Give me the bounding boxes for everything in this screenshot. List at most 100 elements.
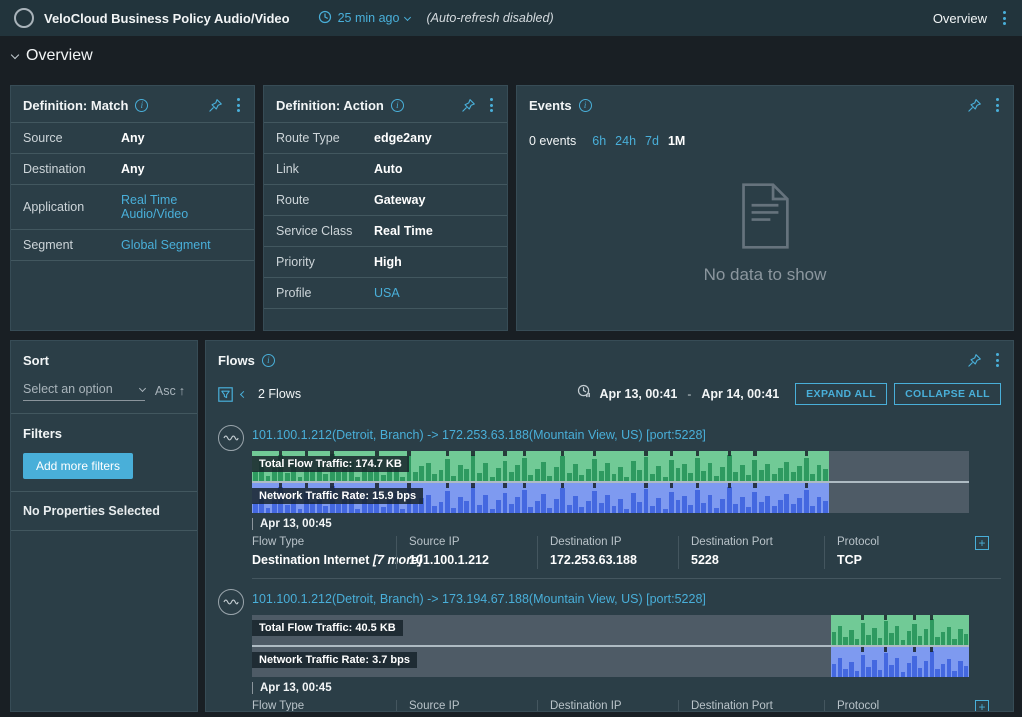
column-header: Flow Type (252, 700, 305, 712)
profile-link[interactable]: USA (374, 286, 400, 300)
info-icon[interactable]: i (261, 353, 275, 367)
flows-panel: Flows i 2 Flows Apr 13, 00:41 - Apr 14, … (205, 340, 1014, 712)
pin-icon[interactable] (967, 353, 982, 368)
flow-traffic-chart[interactable]: Total Flow Traffic: 40.5 KB Network Traf… (252, 615, 969, 677)
destination-ip-value: 172.253.63.188 (550, 553, 637, 567)
row-value: Any (121, 162, 145, 176)
range-1m[interactable]: 1M (667, 134, 686, 148)
collapse-all-button[interactable]: COLLAPSE ALL (894, 383, 1001, 405)
table-row: Destination Any (11, 153, 254, 184)
sort-select[interactable]: Select an option (23, 382, 146, 401)
sort-select-placeholder: Select an option (23, 382, 113, 396)
total-flow-traffic-band: Total Flow Traffic: 40.5 KB (252, 615, 969, 645)
column-header: Source IP (409, 536, 460, 548)
network-traffic-rate-band: Network Traffic Rate: 15.9 bps (252, 483, 969, 513)
range-6h[interactable]: 6h (592, 134, 607, 148)
add-column-icon[interactable]: + (975, 700, 989, 711)
network-traffic-rate-band: Network Traffic Rate: 3.7 bps (252, 647, 969, 677)
overview-section-header[interactable]: Overview (10, 47, 93, 65)
row-label: Source (23, 131, 63, 145)
kebab-menu-icon[interactable] (994, 96, 1001, 114)
rate-label: Network Traffic Rate: 3.7 bps (252, 652, 417, 668)
time-range-selector: 6h 24h 7d 1M (592, 134, 685, 148)
column-header: Flow Type (252, 536, 305, 548)
events-count: 0 events (529, 134, 577, 148)
flow-start-timestamp: Apr 13, 00:45 (252, 518, 1001, 530)
info-icon[interactable]: i (135, 98, 149, 112)
row-label: Application (23, 200, 85, 214)
definition-match-card: Definition: Match i Source Any Destinati… (10, 85, 255, 331)
kebab-menu-icon[interactable] (994, 351, 1001, 369)
row-label: Priority (276, 255, 315, 269)
row-label: Service Class (276, 224, 353, 238)
column-header: Destination IP (550, 536, 622, 548)
date-from[interactable]: Apr 13, 00:41 (599, 387, 678, 401)
row-label: Profile (276, 286, 312, 300)
column-header: Protocol (837, 536, 880, 548)
flow-row: 101.100.1.212(Detroit, Branch) -> 173.19… (218, 587, 1001, 712)
flow-title-link[interactable]: 101.100.1.212(Detroit, Branch) -> 173.19… (252, 592, 706, 606)
column-header: Destination IP (550, 700, 622, 712)
pin-icon[interactable] (967, 98, 982, 113)
row-label: Link (276, 162, 299, 176)
flow-details-table: Flow Type Destination Internet [7 more] … (252, 700, 1001, 712)
add-column-icon[interactable]: + (975, 536, 989, 550)
empty-document-icon (736, 182, 794, 255)
filter-funnel-icon[interactable] (218, 386, 233, 402)
card-title: Definition: Match (23, 97, 129, 113)
row-value: Auto (374, 162, 403, 176)
flow-icon (218, 425, 244, 451)
expand-all-button[interactable]: EXPAND ALL (795, 383, 888, 405)
filters-heading: Filters (23, 426, 63, 441)
top-bar: VeloCloud Business Policy Audio/Video 25… (0, 0, 1022, 36)
time-range-icon (577, 384, 592, 404)
flows-count: 2 Flows (258, 387, 302, 401)
auto-refresh-note: (Auto-refresh disabled) (426, 11, 554, 25)
pin-icon[interactable] (208, 98, 223, 113)
row-value: Real Time (374, 224, 433, 238)
flow-icon (218, 589, 244, 615)
card-title: Definition: Action (276, 97, 384, 113)
table-row: Application Real Time Audio/Video (11, 184, 254, 229)
flow-start-timestamp: Apr 13, 00:45 (252, 682, 1001, 694)
flow-row: 101.100.1.212(Detroit, Branch) -> 172.25… (218, 423, 1001, 579)
info-icon[interactable]: i (578, 98, 592, 112)
flow-title-link[interactable]: 101.100.1.212(Detroit, Branch) -> 172.25… (252, 428, 706, 442)
pin-icon[interactable] (461, 98, 476, 113)
no-data-message: No data to show (703, 265, 827, 284)
total-flow-traffic-band: Total Flow Traffic: 174.7 KB (252, 451, 969, 481)
info-icon[interactable]: i (390, 98, 404, 112)
range-7d[interactable]: 7d (645, 134, 659, 148)
chevron-down-icon (138, 384, 146, 392)
table-row: Source Any (11, 122, 254, 153)
add-more-filters-button[interactable]: Add more filters (23, 453, 134, 479)
sort-filters-panel: Sort Select an option Asc ↑ Filters Add … (10, 340, 198, 712)
protocol-value: TCP (837, 553, 862, 567)
table-row: Segment Global Segment (11, 229, 254, 260)
range-24h[interactable]: 24h (615, 134, 637, 148)
sort-direction-toggle[interactable]: Asc ↑ (155, 384, 185, 401)
application-link[interactable]: Real Time Audio/Video (121, 193, 189, 221)
kebab-menu-icon[interactable] (488, 96, 495, 114)
row-label: Destination (23, 162, 86, 176)
table-row: Profile USA (264, 277, 507, 308)
traffic-label: Total Flow Traffic: 174.7 KB (252, 456, 409, 472)
row-value: High (374, 255, 402, 269)
rate-label: Network Traffic Rate: 15.9 bps (252, 488, 424, 504)
kebab-menu-icon[interactable] (235, 96, 242, 114)
events-card: Events i 0 events 6h 24h 7d 1M No data t… (516, 85, 1014, 331)
date-separator: - (687, 387, 692, 401)
kebab-menu-icon[interactable] (1001, 9, 1008, 27)
column-header: Destination Port (691, 700, 773, 712)
view-label: Overview (932, 10, 987, 26)
table-row: Service Class Real Time (264, 215, 507, 246)
segment-link[interactable]: Global Segment (121, 238, 211, 252)
refresh-time-dropdown[interactable]: 25 min ago (318, 10, 412, 27)
row-value: edge2any (374, 131, 432, 145)
date-to[interactable]: Apr 14, 00:41 (701, 387, 780, 401)
column-header: Protocol (837, 700, 880, 712)
flow-traffic-chart[interactable]: Total Flow Traffic: 174.7 KB Network Tra… (252, 451, 969, 513)
section-title: Overview (26, 47, 93, 64)
row-label: Route (276, 193, 310, 207)
chevron-left-icon[interactable] (239, 390, 248, 398)
